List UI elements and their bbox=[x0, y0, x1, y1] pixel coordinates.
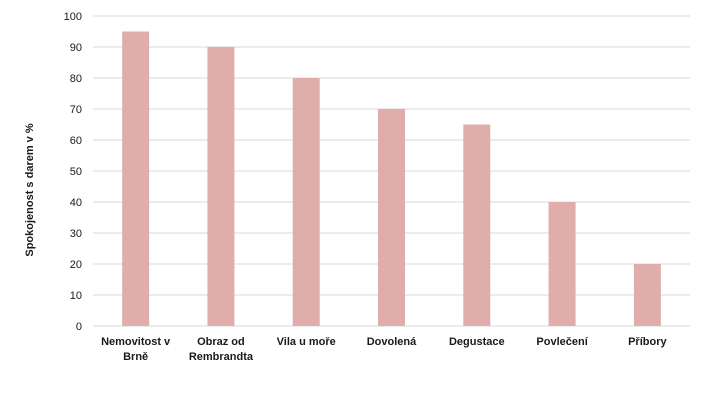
y-tick-label: 80 bbox=[70, 73, 82, 85]
y-tick-label: 100 bbox=[64, 11, 82, 23]
bar bbox=[122, 31, 150, 326]
y-tick-label: 20 bbox=[70, 259, 82, 271]
bar bbox=[292, 78, 320, 326]
x-category-label-line: Obraz od bbox=[197, 336, 245, 348]
bar bbox=[548, 202, 576, 326]
y-tick-label: 50 bbox=[70, 166, 82, 178]
bar bbox=[207, 47, 235, 326]
x-category-label-line: Nemovitost v bbox=[101, 336, 171, 348]
bar bbox=[378, 109, 405, 326]
y-tick-labels: 0 10 20 30 40 50 60 70 80 90 100 bbox=[64, 11, 82, 333]
x-category-label-line: Degustace bbox=[449, 336, 505, 348]
x-category-label-line: Povlečení bbox=[536, 336, 588, 348]
x-category-label: Obraz od Rembrandta bbox=[189, 336, 254, 363]
x-category-labels: Nemovitost v Brně Obraz od Rembrandta Vila u… bbox=[101, 336, 667, 363]
x-category-label-line: Dovolená bbox=[367, 336, 417, 348]
x-category-label: Nemovitost v Brně bbox=[101, 336, 171, 363]
bar bbox=[463, 124, 491, 326]
y-tick-label: 10 bbox=[70, 290, 82, 302]
x-category-label-line: Vila u moře bbox=[277, 336, 336, 348]
x-category-label: Vila u moře bbox=[277, 336, 336, 348]
y-tick-label: 40 bbox=[70, 197, 82, 209]
x-category-label-line: Brně bbox=[123, 351, 148, 363]
x-category-label: Dovolená bbox=[367, 336, 417, 348]
x-category-label: Povlečení bbox=[536, 336, 588, 348]
bars bbox=[122, 31, 661, 326]
x-category-label-line: Příbory bbox=[628, 336, 667, 348]
x-category-label: Příbory bbox=[628, 336, 667, 348]
y-tick-label: 70 bbox=[70, 104, 82, 116]
bar bbox=[633, 264, 661, 326]
x-category-label: Degustace bbox=[449, 336, 505, 348]
y-tick-label: 0 bbox=[76, 321, 82, 333]
y-tick-label: 60 bbox=[70, 135, 82, 147]
x-category-label-line: Rembrandta bbox=[189, 351, 254, 363]
y-axis-title: Spokojenost s darem v % bbox=[24, 123, 36, 256]
y-tick-label: 30 bbox=[70, 228, 82, 240]
y-tick-label: 90 bbox=[70, 42, 82, 54]
